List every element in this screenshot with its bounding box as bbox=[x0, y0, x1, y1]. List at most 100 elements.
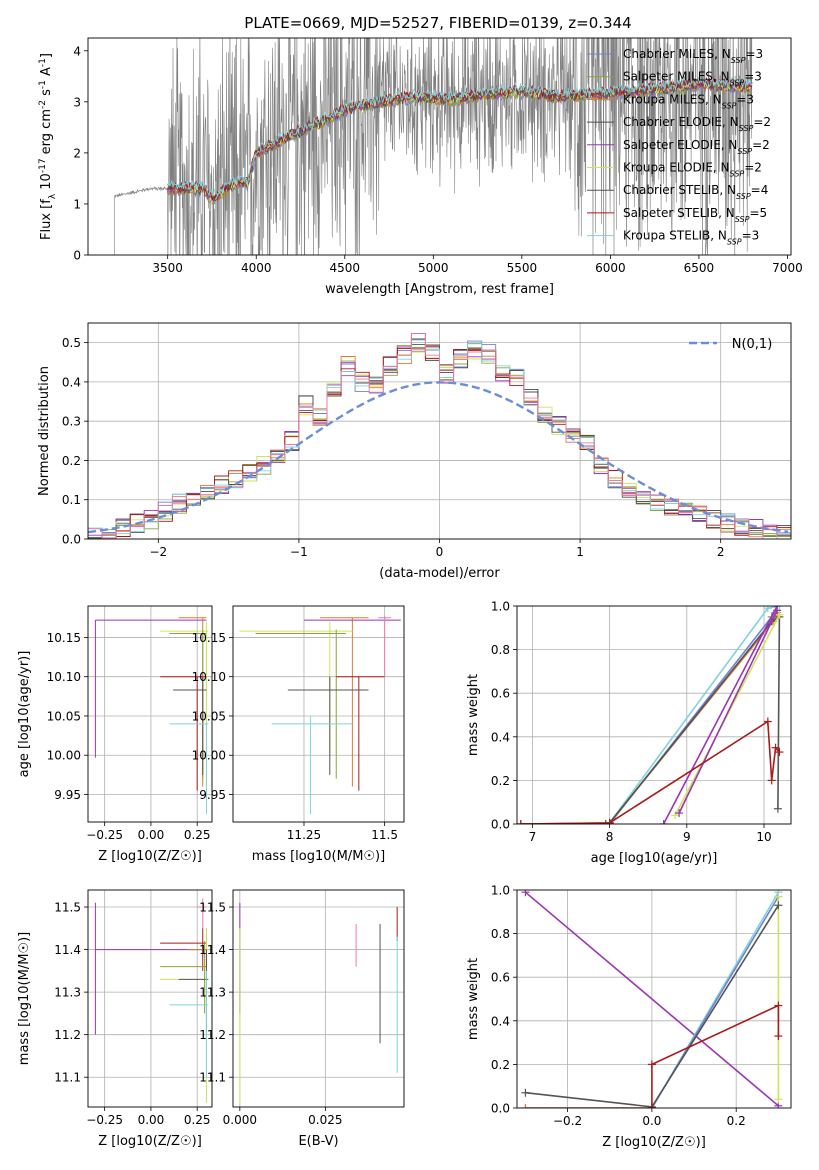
data-marker bbox=[601, 820, 610, 824]
errorbar-point bbox=[160, 941, 207, 1014]
y-tick-label: 1.0 bbox=[491, 600, 510, 614]
x-tick-label: 0.025 bbox=[308, 1113, 342, 1127]
x-tick-label: 11.5 bbox=[371, 828, 398, 842]
errorbar-point bbox=[271, 715, 353, 815]
mass-weight-line bbox=[651, 1004, 780, 1108]
data-marker bbox=[659, 820, 668, 824]
x-tick-label: 0.25 bbox=[184, 828, 211, 842]
y-tick-label: 11.3 bbox=[54, 986, 81, 1000]
model-spectrum-line bbox=[167, 77, 753, 202]
y-tick-label: 11.1 bbox=[54, 1071, 81, 1085]
y-tick-label: 10.15 bbox=[192, 631, 226, 645]
axes-spectrum: 3500 4000 4500 5000 5500 6000 6500 7000 0 1 2 3 4 wav… bbox=[38, 37, 803, 297]
axes-mw-vs-Z: −0.2 0.0 0.2 0.0 0.2 0.4 0.6 0.8 1.0 Z [log10(Z/Z… bbox=[466, 884, 792, 1150]
x-tick-label: 0.2 bbox=[727, 1114, 746, 1128]
axes-mw-vs-age: 7 8 9 10 0.0 0.2 0.4 0.6 0.8 1.0 age [log10(age/yr… bbox=[466, 600, 792, 866]
x-axis-label: age [log10(age/yr)] bbox=[591, 851, 718, 866]
x-tick-label: 5500 bbox=[507, 261, 538, 275]
axes-frame bbox=[232, 889, 405, 1108]
legend-entry: Salpeter STELIB, NSSP=5 bbox=[623, 206, 767, 224]
y-tick-label: 0.4 bbox=[62, 375, 81, 389]
x-tick-label: 11.25 bbox=[287, 828, 321, 842]
x-tick-label: 4500 bbox=[329, 261, 360, 275]
x-tick-label: 3500 bbox=[152, 261, 183, 275]
x-tick-label: 4000 bbox=[241, 261, 272, 275]
y-tick-label: 0.2 bbox=[62, 454, 81, 468]
axes-frame bbox=[516, 605, 792, 825]
legend-entry: Kroupa ELODIE, NSSP=2 bbox=[623, 161, 762, 179]
plot-area bbox=[517, 606, 791, 824]
legend-entry: Chabrier MILES, NSSP=3 bbox=[623, 47, 763, 65]
x-axis-label: Z [log10(Z/Z☉)] bbox=[98, 1134, 202, 1149]
mass-weight-line bbox=[520, 612, 778, 824]
data-marker bbox=[671, 811, 680, 820]
y-tick-label: 11.4 bbox=[199, 943, 226, 957]
x-tick-label: −0.25 bbox=[86, 828, 123, 842]
x-axis-label: (data-model)/error bbox=[379, 566, 500, 581]
plot-area bbox=[88, 890, 212, 1107]
data-marker bbox=[774, 1001, 783, 1010]
y-tick-label: 0.3 bbox=[62, 415, 81, 429]
axes-age-vs-Z: −0.25 0.00 0.25 9.95 10.00 10.05 10.10 10.15 Z [… bbox=[17, 605, 213, 864]
y-tick-label: 10.10 bbox=[47, 670, 81, 684]
x-tick-label: −0.2 bbox=[553, 1114, 582, 1128]
errorbar-point bbox=[197, 898, 207, 929]
x-axis-label: wavelength [Angstrom, rest frame] bbox=[325, 282, 554, 297]
x-axis-label: E(B-V) bbox=[298, 1134, 338, 1149]
data-marker bbox=[771, 743, 780, 752]
y-tick-label: 1 bbox=[73, 197, 81, 211]
model-spectrum-line bbox=[167, 76, 753, 198]
mass-weight-line bbox=[662, 606, 778, 824]
y-tick-label: 0.5 bbox=[62, 336, 81, 350]
x-tick-label: −2 bbox=[149, 545, 167, 559]
axes-frame bbox=[232, 605, 405, 823]
y-tick-label: 0.6 bbox=[491, 687, 510, 701]
data-marker bbox=[767, 776, 776, 785]
x-tick-label: 6000 bbox=[595, 261, 626, 275]
model-spectrum-line bbox=[167, 83, 753, 205]
y-tick-label: 0.0 bbox=[491, 818, 510, 832]
y-axis-label: Normed distribution bbox=[37, 366, 52, 496]
plot-area bbox=[233, 606, 404, 822]
y-tick-label: 2 bbox=[73, 146, 81, 160]
errorbar-point bbox=[255, 629, 346, 779]
mass-weight-line bbox=[520, 606, 780, 824]
data-marker bbox=[775, 610, 784, 619]
y-tick-label: 10.05 bbox=[47, 709, 81, 723]
observed-spectrum-line bbox=[114, 38, 753, 255]
y-tick-label: 1.0 bbox=[491, 884, 510, 898]
data-marker bbox=[774, 1095, 783, 1104]
x-tick-label: −1 bbox=[290, 545, 308, 559]
data-marker bbox=[647, 1104, 656, 1108]
model-spectrum-line bbox=[167, 76, 753, 201]
y-tick-label: 0.4 bbox=[491, 1014, 510, 1028]
data-marker bbox=[773, 804, 782, 813]
mass-weight-line bbox=[678, 610, 778, 814]
y-tick-label: 10.00 bbox=[192, 749, 226, 763]
figure-title: PLATE=0669, MJD=52527, FIBERID=0139, z=0… bbox=[244, 14, 631, 32]
y-tick-label: 0.0 bbox=[62, 533, 81, 547]
errorbar-point bbox=[160, 676, 207, 791]
x-tick-label: 0.0 bbox=[642, 1114, 661, 1128]
errorbar-point bbox=[336, 676, 385, 791]
x-axis-label: Z [log10(Z/Z☉)] bbox=[602, 1135, 706, 1150]
x-tick-label: 0.00 bbox=[138, 1113, 165, 1127]
errorbar-point bbox=[160, 621, 209, 795]
y-tick-label: 0.8 bbox=[491, 643, 510, 657]
axes-residuals: −2 −1 0 1 2 0.0 0.1 0.2 0.3 0.4 0.5 (data-model)/er… bbox=[37, 322, 792, 581]
x-tick-label: 5000 bbox=[418, 261, 449, 275]
axes-frame bbox=[87, 889, 213, 1108]
y-tick-label: 11.4 bbox=[54, 943, 81, 957]
y-tick-label: 11.1 bbox=[199, 1071, 226, 1085]
y-tick-label: 11.2 bbox=[54, 1028, 81, 1042]
y-tick-label: 10.00 bbox=[47, 749, 81, 763]
x-tick-label: 0.25 bbox=[184, 1113, 211, 1127]
legend-entry: Chabrier ELODIE, NSSP=2 bbox=[623, 115, 771, 133]
mass-weight-line bbox=[520, 611, 777, 824]
errorbar-point bbox=[94, 619, 207, 758]
x-tick-label: 10 bbox=[756, 830, 771, 844]
mass-weight-line bbox=[524, 891, 779, 1107]
errorbar-point bbox=[320, 617, 369, 787]
data-marker bbox=[775, 606, 784, 610]
axes-age-vs-mass: 11.25 11.5 9.95 10.00 10.05 10.10 10.15 mass [l… bbox=[192, 605, 405, 864]
